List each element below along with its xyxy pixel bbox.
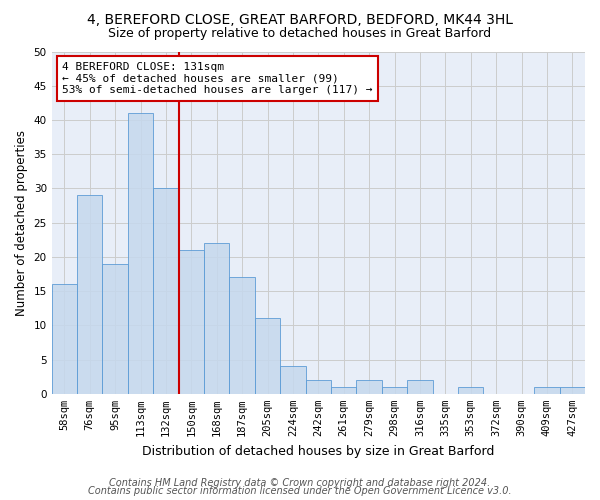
Bar <box>77 196 103 394</box>
Bar <box>280 366 305 394</box>
Bar <box>356 380 382 394</box>
Text: Contains public sector information licensed under the Open Government Licence v3: Contains public sector information licen… <box>88 486 512 496</box>
Bar <box>103 264 128 394</box>
Y-axis label: Number of detached properties: Number of detached properties <box>15 130 28 316</box>
Text: 4 BEREFORD CLOSE: 131sqm
← 45% of detached houses are smaller (99)
53% of semi-d: 4 BEREFORD CLOSE: 131sqm ← 45% of detach… <box>62 62 373 95</box>
Bar <box>52 284 77 394</box>
Bar <box>179 250 204 394</box>
Bar <box>153 188 179 394</box>
Bar <box>331 387 356 394</box>
Bar <box>305 380 331 394</box>
Text: Contains HM Land Registry data © Crown copyright and database right 2024.: Contains HM Land Registry data © Crown c… <box>109 478 491 488</box>
Bar <box>560 387 585 394</box>
Bar <box>204 243 229 394</box>
X-axis label: Distribution of detached houses by size in Great Barford: Distribution of detached houses by size … <box>142 444 494 458</box>
Bar <box>229 278 255 394</box>
Bar <box>458 387 484 394</box>
Text: 4, BEREFORD CLOSE, GREAT BARFORD, BEDFORD, MK44 3HL: 4, BEREFORD CLOSE, GREAT BARFORD, BEDFOR… <box>87 12 513 26</box>
Bar <box>382 387 407 394</box>
Bar <box>255 318 280 394</box>
Text: Size of property relative to detached houses in Great Barford: Size of property relative to detached ho… <box>109 28 491 40</box>
Bar <box>128 113 153 394</box>
Bar <box>407 380 433 394</box>
Bar <box>534 387 560 394</box>
